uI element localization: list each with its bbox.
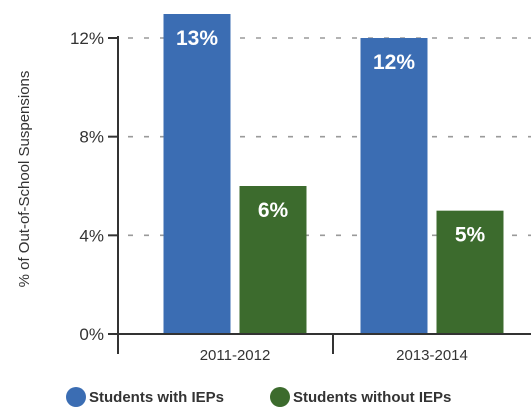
legend-label: Students with IEPs	[89, 389, 224, 406]
bar	[360, 38, 428, 334]
y-axis-label: % of Out-of-School Suspensions	[16, 71, 33, 288]
y-tick-label: 0%	[79, 325, 104, 344]
legend-item: Students without IEPs	[270, 387, 451, 407]
data-labels: 13% 6% 12% 5%	[176, 27, 486, 247]
y-tick-label: 4%	[79, 226, 104, 245]
data-label: 13%	[176, 27, 218, 50]
y-tick-label: 8%	[79, 128, 104, 147]
x-category-label: 2011-2012	[200, 347, 271, 364]
axes	[117, 36, 531, 354]
bar	[163, 14, 231, 334]
data-label: 5%	[455, 224, 486, 247]
bars	[163, 14, 504, 334]
legend-swatch	[270, 387, 290, 407]
bar	[239, 186, 307, 334]
legend: Students with IEPs Students without IEPs	[66, 387, 451, 407]
legend-item: Students with IEPs	[66, 387, 224, 407]
data-label: 12%	[373, 51, 415, 74]
x-category-label: 2013-2014	[396, 347, 468, 364]
x-axis-categories: 2011-2012 2013-2014	[200, 334, 468, 364]
data-label: 6%	[258, 199, 289, 222]
bar	[436, 210, 504, 334]
y-tick-label: 12%	[70, 29, 104, 48]
legend-swatch	[66, 387, 86, 407]
legend-label: Students without IEPs	[293, 389, 451, 406]
y-axis-ticks: 0% 4% 8% 12%	[70, 29, 118, 344]
